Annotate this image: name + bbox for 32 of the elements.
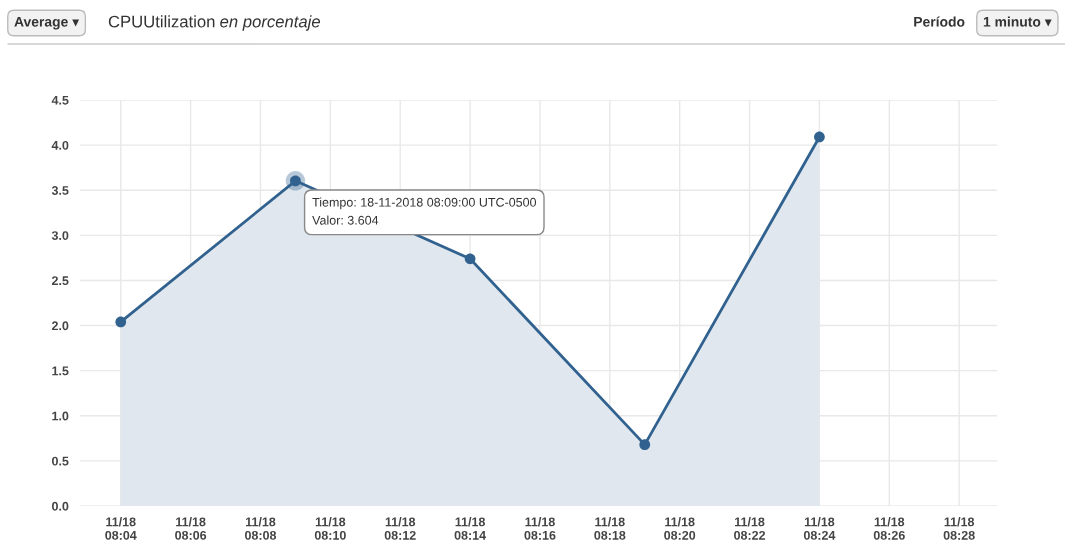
x-tick-label: 11/18 08:18: [594, 517, 626, 540]
y-tick-label: 1.0: [52, 411, 69, 421]
y-tick-label: 1.5: [52, 366, 69, 376]
text: Período: [914, 16, 965, 27]
x-tick-label: 11/18 08:26: [873, 517, 905, 540]
point: [639, 439, 651, 451]
y-tick-label: 2.0: [51, 321, 69, 331]
point: [464, 253, 476, 265]
y-tick-label: 4.5: [51, 95, 69, 105]
x-tick-label: 11/18 08:14: [454, 517, 487, 540]
x-tick-label: 11/18 08:12: [384, 517, 416, 540]
x-tick-label: 11/18 08:22: [734, 517, 766, 540]
x-tick-label: 11/18 08:24: [803, 517, 836, 540]
x-tick-label: 11/18 08:20: [664, 517, 696, 540]
y-tick-label: 0.5: [52, 456, 69, 466]
x-tick-label: 11/18 08:04: [105, 517, 137, 540]
y-tick-label: 3.0: [51, 231, 69, 240]
text: Average ▾: [14, 16, 80, 30]
point: [115, 316, 127, 328]
y-tick-label: 3.5: [51, 186, 69, 195]
text: 1 minuto ▾: [983, 16, 1052, 27]
x-tick-label: 11/18 08:06: [175, 517, 207, 540]
x-tick-label: 11/18 08:10: [314, 517, 346, 540]
y-tick-label: 4.0: [51, 140, 69, 150]
x-tick-label: 11/18 08:16: [524, 517, 556, 540]
x-tick-label: 11/18 08:28: [943, 517, 975, 540]
point: [814, 131, 825, 143]
chart-title: CPUUtilization en porcentaje: [108, 15, 321, 31]
x-tick-label: 11/18 08:08: [245, 517, 277, 540]
y-tick-label: 0.0: [52, 501, 69, 511]
annotation: Tiempo: 18-11-2018 08:09:00 UTC-0500 Valor: 3.604: [312, 197, 537, 225]
y-tick-label: 2.5: [51, 276, 69, 286]
